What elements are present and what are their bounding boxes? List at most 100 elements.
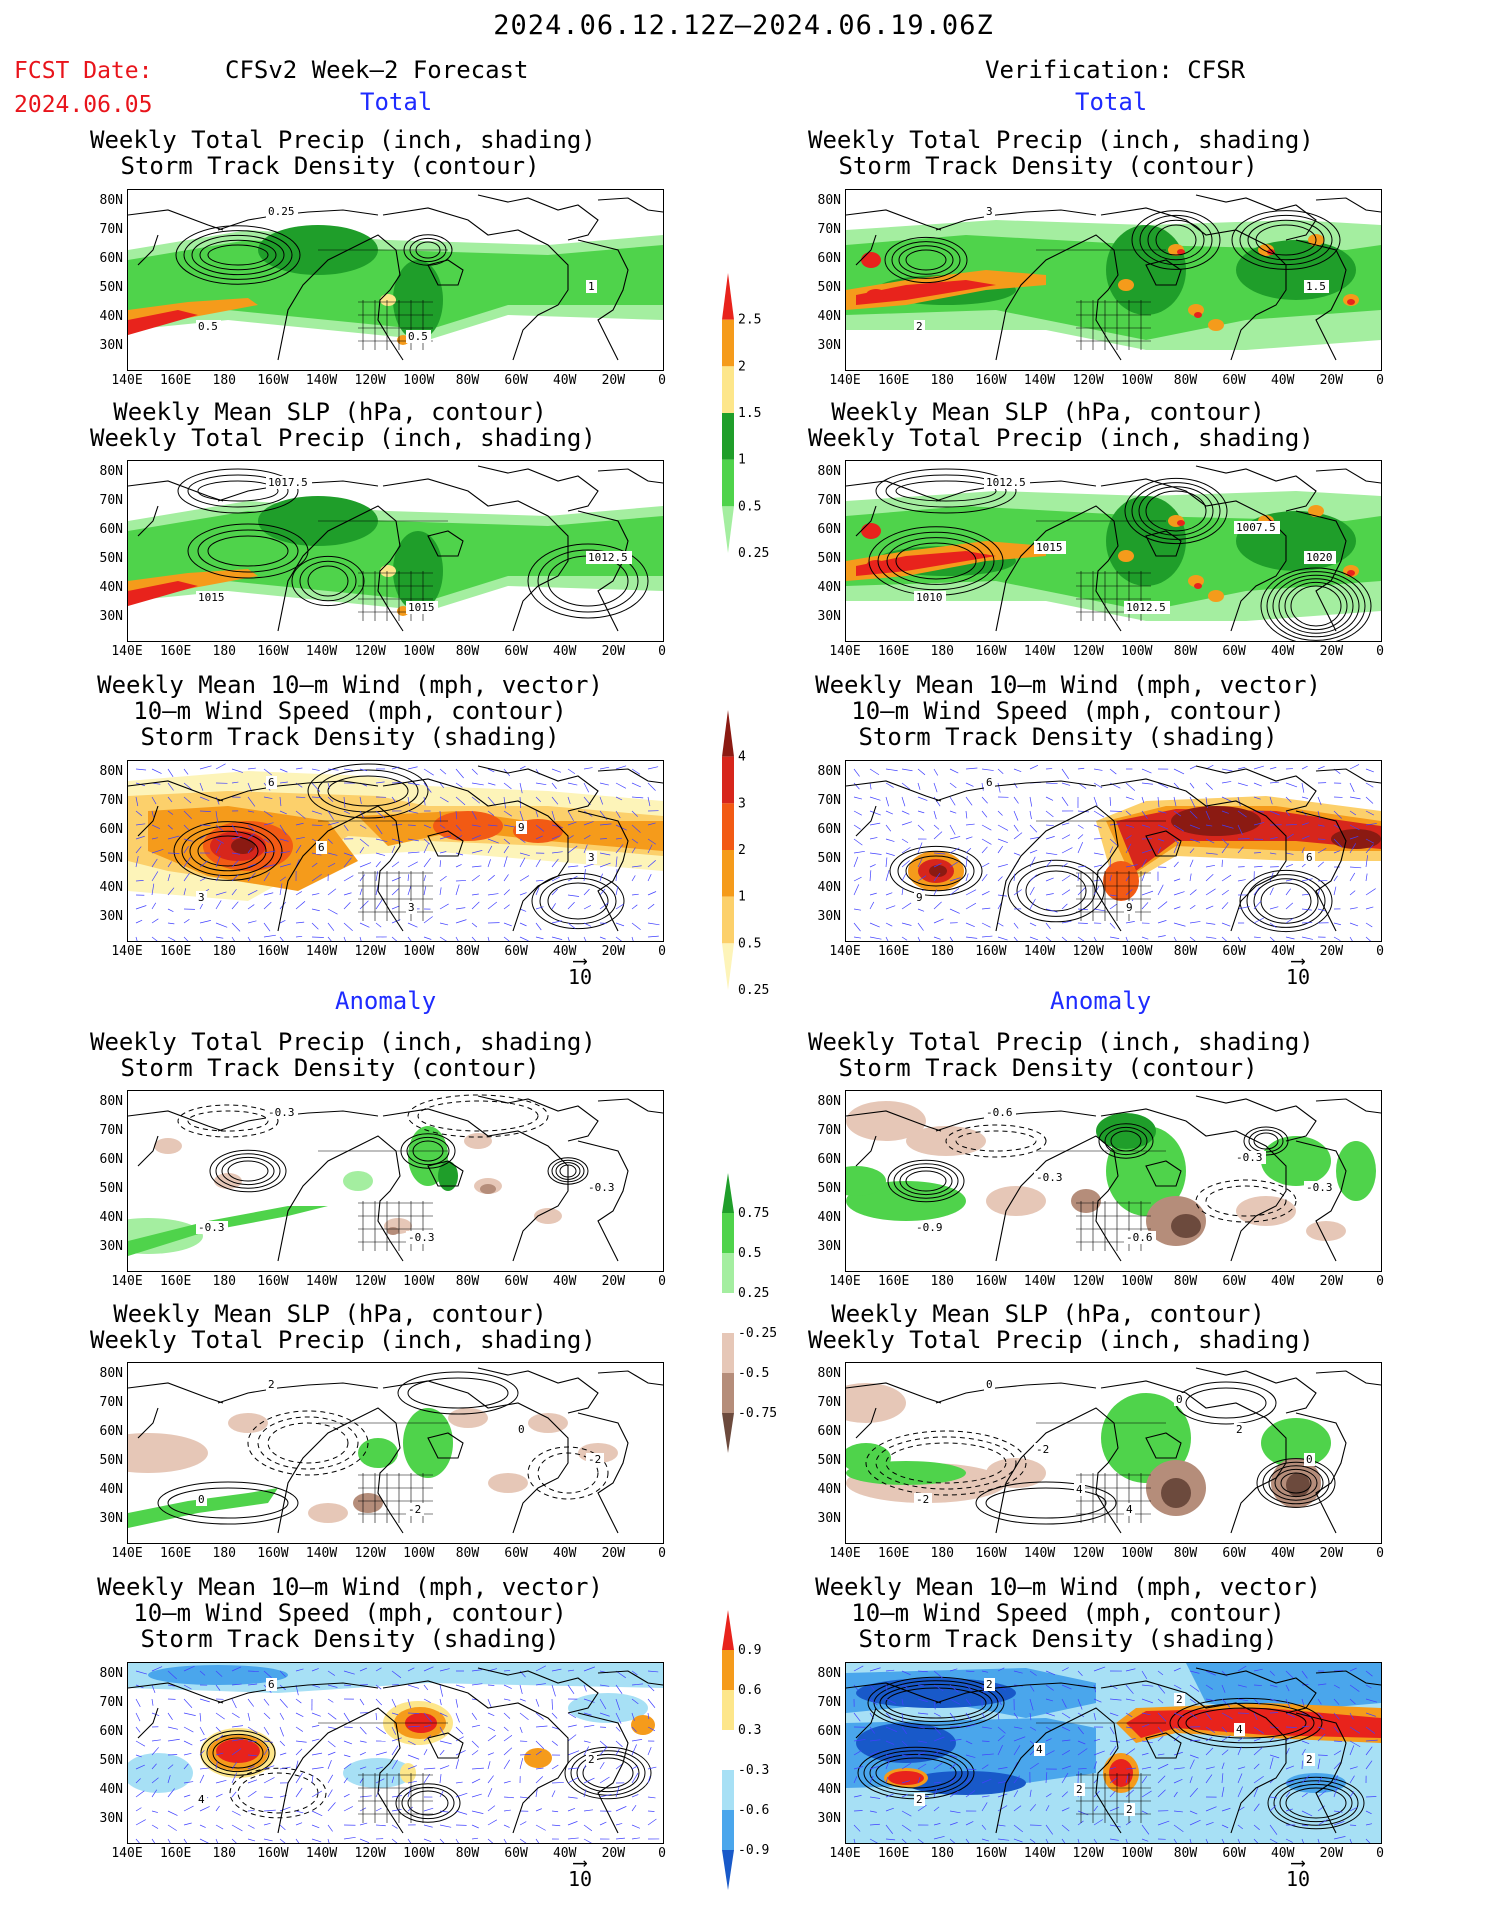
wind-vector <box>359 862 372 868</box>
wind-vector <box>853 796 863 800</box>
lon-tick-label: 100W <box>1121 1546 1153 1561</box>
wind-vector <box>551 1668 562 1672</box>
wind-vector <box>279 796 282 807</box>
wind-vector <box>263 796 273 799</box>
wind-vector <box>167 782 174 791</box>
wind-vector <box>551 1824 561 1827</box>
wind-vector <box>631 796 644 799</box>
wind-vector <box>1061 1684 1072 1690</box>
wind-vector <box>885 1838 896 1841</box>
wind-vector <box>1045 836 1055 840</box>
wind-vector <box>231 860 239 868</box>
wind-vector <box>965 767 978 770</box>
wind-vector <box>901 860 910 868</box>
shade-region <box>1308 505 1324 517</box>
wind-vector <box>567 936 570 941</box>
wind-vector <box>199 1806 210 1812</box>
shading-layer <box>128 1408 618 1528</box>
wind-vector <box>471 1669 483 1672</box>
shade-region <box>856 1723 956 1763</box>
wind-vector <box>535 1808 542 1812</box>
contour-label: 0.25 <box>268 205 295 218</box>
wind-vector <box>1141 890 1154 896</box>
contour-label-bg <box>1304 1453 1315 1466</box>
wind-vector <box>615 1763 623 1770</box>
shade-region <box>986 1458 1046 1488</box>
wind-vector <box>869 837 878 840</box>
wind-vector <box>1365 1684 1372 1689</box>
wind-vector <box>439 824 446 829</box>
lon-tick-label: 20W <box>601 1546 626 1561</box>
wind-vector <box>1173 1767 1185 1770</box>
wind-vector <box>997 1805 1008 1812</box>
wind-vector <box>1333 1726 1339 1733</box>
lat-tick-label: 60N <box>817 522 841 537</box>
wind-vector <box>1237 846 1244 854</box>
wind-vector <box>1285 1780 1294 1784</box>
wind-vector <box>327 936 332 941</box>
contour-label-bg <box>586 1453 604 1466</box>
wind-vector <box>1029 1698 1034 1711</box>
wind-vector <box>375 922 382 928</box>
wind-vector <box>1157 1763 1169 1770</box>
wind-vector <box>423 1725 431 1728</box>
wind-vector <box>199 902 204 910</box>
lon-tick-label: 40W <box>1270 373 1295 388</box>
shade-region <box>846 1443 891 1473</box>
wind-vector <box>295 901 306 910</box>
wind-vector <box>343 824 349 832</box>
wind-vector <box>439 1749 445 1756</box>
contour-label: 6 <box>268 1678 275 1691</box>
wind-vector <box>1189 905 1196 910</box>
wind-vector <box>949 1790 959 1798</box>
wind-vector <box>917 768 926 776</box>
wind-vector <box>551 1684 556 1697</box>
lon-tick-label: 60W <box>1222 1274 1246 1289</box>
wind-vector <box>1189 873 1192 882</box>
contour-line <box>407 1377 509 1409</box>
wind-vector <box>1333 1750 1342 1756</box>
wind-vector <box>1061 1712 1071 1719</box>
wind-vector <box>519 936 529 941</box>
wind-vector <box>965 1821 974 1826</box>
wind-vector <box>853 884 860 896</box>
wind-vector <box>1221 810 1229 814</box>
wind-vector <box>901 922 912 926</box>
wind-vector <box>1349 1806 1358 1812</box>
shade-region <box>1109 1759 1133 1787</box>
wind-vector <box>885 936 889 941</box>
wind-vector <box>1093 782 1103 789</box>
wind-vector <box>1077 1740 1086 1745</box>
wind-vector <box>247 1810 255 1812</box>
shading-layer <box>908 796 1381 901</box>
wind-vector <box>407 874 410 882</box>
wind-vector <box>391 845 396 854</box>
wind-vector <box>199 860 208 868</box>
wind-vector <box>295 810 306 819</box>
coastline <box>217 780 379 802</box>
contour-label-bg <box>266 1678 277 1691</box>
coastline <box>1295 1712 1347 1834</box>
wind-vector <box>1029 856 1036 868</box>
wind-vector <box>1349 1698 1356 1705</box>
coastline <box>1145 530 1182 557</box>
wind-vector <box>1301 1698 1305 1707</box>
lon-tick-label: 40W <box>1270 1846 1295 1861</box>
wind-vector <box>567 1750 580 1756</box>
wind-vector <box>263 1746 270 1756</box>
wind-vector <box>1269 1684 1278 1688</box>
lat-tick-label: 70N <box>817 222 841 237</box>
wind-vector <box>885 1759 890 1770</box>
lon-tick-label: 0 <box>1376 644 1384 659</box>
colorbar-label: 0.25 <box>738 1286 769 1301</box>
wind-vector <box>1189 810 1198 819</box>
wind-vector <box>1045 859 1053 868</box>
wind-vector <box>631 1726 637 1732</box>
wind-vector <box>1109 1806 1120 1812</box>
contour-line <box>317 769 419 813</box>
contour-line <box>1195 1179 1297 1223</box>
wind-vector <box>151 1684 156 1694</box>
lon-tick-label: 140E <box>111 1546 143 1561</box>
contour-label-bg <box>516 821 527 834</box>
wind-vector <box>167 810 174 815</box>
